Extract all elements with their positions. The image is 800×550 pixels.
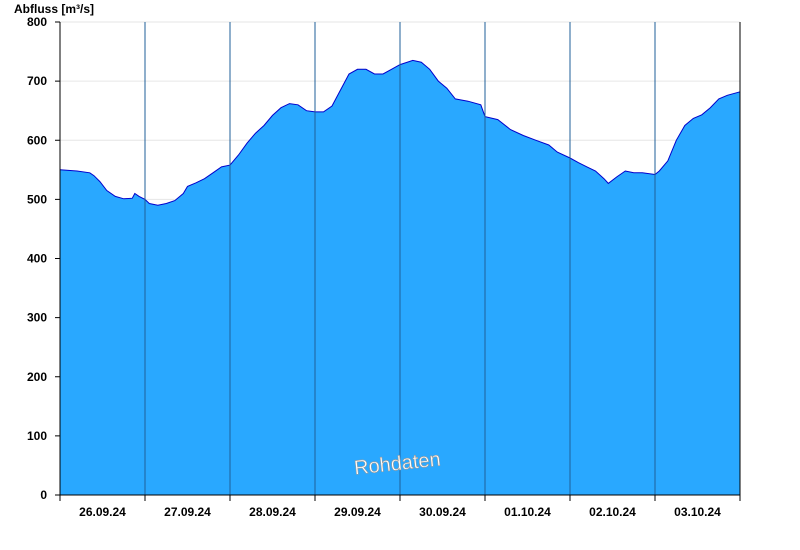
- x-tick-label-6: 02.10.24: [589, 505, 636, 519]
- y-tick-label-6: 600: [27, 133, 47, 147]
- x-tick-label-5: 01.10.24: [504, 505, 551, 519]
- y-tick-label-7: 700: [27, 74, 47, 88]
- y-tick-label-0: 0: [40, 488, 47, 502]
- x-tick-label-3: 29.09.24: [334, 505, 381, 519]
- series-line: [59, 59, 741, 206]
- day-separator-lines: [144, 22, 656, 495]
- x-tick-label-1: 27.09.24: [164, 505, 211, 519]
- y-tick-label-3: 300: [27, 311, 47, 325]
- y-tick-label-4: 400: [27, 252, 47, 266]
- y-tick-label-5: 500: [27, 192, 47, 206]
- y-axis-label: Abfluss [m³/s]: [14, 2, 94, 16]
- y-axis-ticks: 0 100 200 300 400 500 600 700 800: [27, 15, 60, 502]
- y-tick-label-8: 800: [27, 15, 47, 29]
- y-tick-label-1: 100: [27, 429, 47, 443]
- x-tick-label-4: 30.09.24: [419, 505, 466, 519]
- y-tick-label-2: 200: [27, 370, 47, 384]
- x-axis-ticks: 26.09.24 27.09.24 28.09.24 29.09.24 30.09.24…: [59, 495, 741, 519]
- x-tick-label-7: 03.10.24: [674, 505, 721, 519]
- x-tick-label-2: 28.09.24: [249, 505, 296, 519]
- x-tick-label-0: 26.09.24: [79, 505, 126, 519]
